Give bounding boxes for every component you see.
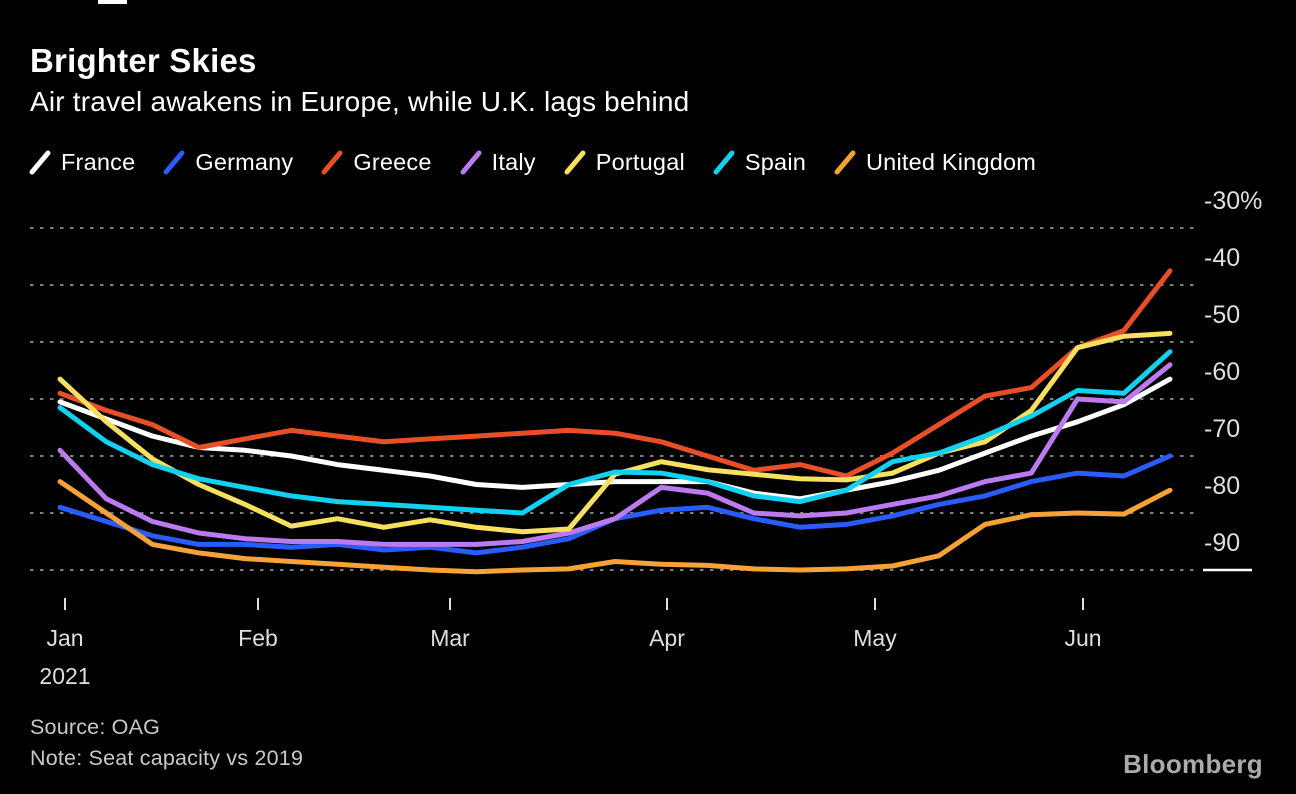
x-tick-label-feb: Feb [238, 625, 278, 651]
source-note: Source: OAG [30, 715, 161, 739]
line-series-greece [57, 268, 1173, 479]
x-tick-label-mar: Mar [430, 625, 470, 651]
legend-item-france: France [28, 149, 135, 176]
legend-label-france: France [61, 149, 136, 175]
legend-label-germany: Germany [195, 149, 294, 175]
legend-label-united-kingdom: United Kingdom [866, 149, 1037, 175]
legend-swatch-stroke [321, 150, 343, 175]
top-edge-artifact [98, 0, 127, 4]
legend-swatch-stroke [460, 150, 482, 175]
chart-subtitle: Air travel awakens in Europe, while U.K.… [30, 86, 690, 117]
legend: France Germany Greece Italy Portugal Spain Uni… [28, 149, 1036, 176]
line-series-france [57, 376, 1173, 502]
y-tick-label--70: -70 [1204, 415, 1240, 443]
bloomberg-logo: Bloomberg [1123, 749, 1263, 779]
legend-swatch-icon-italy [460, 150, 482, 175]
legend-item-united-kingdom: United Kingdom [833, 149, 1036, 176]
legend-swatch-icon-greece [321, 150, 343, 175]
y-tick-label--40: -40 [1204, 244, 1240, 272]
x-tick-label-may: May [853, 625, 897, 651]
y-tick-label--60: -60 [1204, 358, 1240, 386]
line-series-italy [57, 362, 1173, 547]
y-tick-label--90: -90 [1204, 529, 1240, 557]
y-tick-label--50: -50 [1204, 301, 1240, 329]
legend-label-greece: Greece [353, 149, 432, 175]
legend-swatch-stroke [163, 150, 185, 175]
legend-item-spain: Spain [712, 149, 806, 176]
legend-label-spain: Spain [744, 149, 807, 175]
legend-item-italy: Italy [459, 149, 536, 176]
legend-swatch-stroke [29, 150, 51, 175]
legend-swatch-stroke [564, 150, 586, 175]
x-axis-year-label: 2021 [39, 663, 90, 689]
footer-notes: Source: OAG Note: Seat capacity vs 2019 [30, 712, 303, 774]
chart-title: Brighter Skies [30, 42, 257, 79]
legend-swatch-icon-united-kingdom [834, 150, 856, 175]
legend-swatch-icon-portugal [564, 150, 586, 175]
methodology-note: Note: Seat capacity vs 2019 [30, 746, 304, 770]
legend-swatch-stroke [713, 150, 735, 175]
line-series-spain [57, 349, 1173, 516]
legend-swatch-icon-spain [713, 150, 735, 175]
x-tick-label-apr: Apr [649, 625, 685, 651]
x-tick-label-jan: Jan [46, 625, 83, 651]
legend-label-portugal: Portugal [595, 149, 685, 175]
legend-label-italy: Italy [491, 149, 536, 175]
legend-swatch-icon-germany [163, 150, 185, 175]
legend-item-portugal: Portugal [563, 149, 685, 176]
x-tick-label-jun: Jun [1064, 625, 1101, 651]
line-series-united-kingdom [57, 479, 1173, 575]
legend-swatch-stroke [834, 150, 856, 175]
legend-item-germany: Germany [162, 149, 293, 176]
legend-item-greece: Greece [320, 149, 431, 176]
legend-swatch-icon-france [29, 150, 51, 175]
y-tick-label--30: -30% [1204, 187, 1262, 215]
y-tick-label--80: -80 [1204, 472, 1240, 500]
